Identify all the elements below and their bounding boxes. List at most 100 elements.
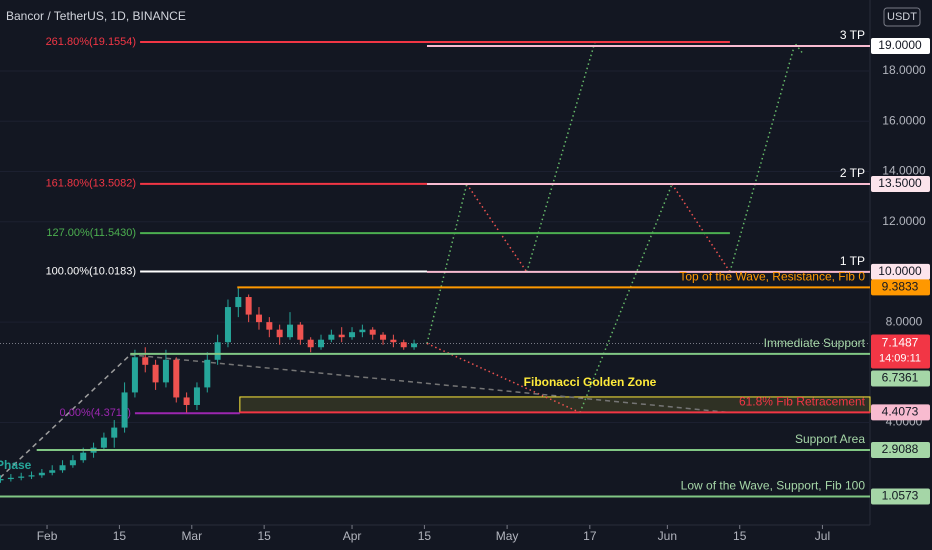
price-tag-label: 13.5000 xyxy=(878,176,922,190)
projection xyxy=(130,354,730,414)
candle-body xyxy=(276,329,283,338)
candle-body xyxy=(193,387,200,405)
price-tag xyxy=(871,404,930,421)
candle-body xyxy=(111,427,118,438)
candle-body xyxy=(38,472,45,476)
price-tag xyxy=(871,488,930,505)
zone-label: Fibonacci Golden Zone xyxy=(524,375,657,389)
candle-body xyxy=(131,357,138,393)
candle-body xyxy=(255,314,262,323)
projection xyxy=(671,183,731,273)
candle-body xyxy=(100,437,107,448)
price-tag-label: 4.4073 xyxy=(882,405,919,419)
candle-body xyxy=(162,359,169,383)
candle-body xyxy=(204,359,211,388)
candle-body xyxy=(328,334,335,340)
y-tick-label: 16.0000 xyxy=(882,113,926,127)
candle-body xyxy=(349,332,356,338)
y-tick-label: 18.0000 xyxy=(882,63,926,77)
fib-label: 161.80%(13.5082) xyxy=(46,178,137,190)
x-tick-label: 15 xyxy=(257,529,271,543)
candle-body xyxy=(380,334,387,340)
candle-body xyxy=(0,479,4,481)
candle-body xyxy=(28,475,35,477)
candle-body xyxy=(224,307,231,343)
currency[interactable]: USDT xyxy=(887,11,917,23)
chart-title: Bancor / TetherUS, 1D, BINANCE xyxy=(6,9,186,23)
x-tick-label: 17 xyxy=(583,529,597,543)
price-tag xyxy=(871,370,930,387)
candle-body xyxy=(287,324,293,338)
price-tag xyxy=(871,279,930,296)
level-label: 61.8% Fib Retracement xyxy=(739,395,866,409)
candle-body xyxy=(80,452,87,461)
price-tag xyxy=(871,176,930,193)
projection xyxy=(0,354,131,479)
x-tick-label: Feb xyxy=(37,529,58,543)
projection xyxy=(466,183,528,273)
candle-body xyxy=(400,342,407,348)
level-label: Support Area xyxy=(795,432,865,446)
candle-body xyxy=(411,343,418,348)
projection xyxy=(426,183,468,344)
x-tick-label: 15 xyxy=(418,529,432,543)
candle-body xyxy=(7,477,14,480)
projection xyxy=(426,342,581,414)
fib-label: 127.00%(11.5430) xyxy=(46,227,136,239)
candle-body xyxy=(69,460,76,466)
level-label: 1 TP xyxy=(840,254,865,268)
candle-body xyxy=(49,470,56,473)
level-label: Immediate Support xyxy=(764,336,866,350)
x-tick-label: 15 xyxy=(113,529,127,543)
x-tick-label: Apr xyxy=(343,529,362,543)
price-tag-label: 19.0000 xyxy=(878,38,922,52)
x-tick-label: 15 xyxy=(733,529,747,543)
fib-label: 0.00%(4.3711) xyxy=(60,407,131,419)
candle-body xyxy=(266,322,273,330)
price-tag-label: 1.0573 xyxy=(882,489,919,503)
price-tag-label: 2.9088 xyxy=(882,442,919,456)
price-tag xyxy=(871,37,930,54)
corner-text: Phase xyxy=(0,458,32,472)
candle-body xyxy=(390,339,397,343)
price-tag xyxy=(871,263,930,280)
candle-body xyxy=(318,339,325,348)
countdown: 14:09:11 xyxy=(879,352,921,364)
candle-body xyxy=(307,339,314,348)
candle-body xyxy=(121,392,128,428)
currency-box[interactable] xyxy=(883,7,921,27)
level-label: 2 TP xyxy=(840,166,865,180)
x-tick-label: Jul xyxy=(815,529,830,543)
candle-body xyxy=(183,397,190,405)
price-tag-label: 6.7361 xyxy=(882,371,919,385)
fib-label: 261.80%(19.1554) xyxy=(46,36,137,48)
x-tick-label: May xyxy=(496,529,519,543)
projection xyxy=(729,41,804,273)
candle-body xyxy=(152,364,159,383)
fib-label: 100.00%(10.0183) xyxy=(46,265,137,277)
candle-body xyxy=(18,476,25,478)
price-tag-label: 9.3833 xyxy=(882,280,919,294)
current-price-tag xyxy=(871,334,930,369)
candle-body xyxy=(359,329,366,333)
candle-body xyxy=(59,465,66,471)
y-tick-label: 8.0000 xyxy=(886,314,923,328)
level-label: Low of the Wave, Support, Fib 100 xyxy=(681,479,866,493)
candle-body xyxy=(338,334,345,338)
candle-body xyxy=(173,359,180,398)
level-label: 3 TP xyxy=(840,28,865,42)
candle-body xyxy=(297,324,304,340)
price-tag-label: 10.0000 xyxy=(878,264,922,278)
y-tick-label: 12.0000 xyxy=(882,214,926,228)
x-tick-label: Mar xyxy=(181,529,202,543)
projection xyxy=(579,183,673,413)
x-tick-label: Jun xyxy=(658,529,677,543)
price-tag xyxy=(871,441,930,458)
candle-body xyxy=(214,342,221,360)
y-tick-label: 14.0000 xyxy=(882,164,926,178)
candle-body xyxy=(235,297,242,308)
candle-body xyxy=(245,297,252,315)
level-label: Top of the Wave, Resistance, Fib 0 xyxy=(679,270,865,284)
current-price-label: 7.1487 xyxy=(882,336,919,350)
